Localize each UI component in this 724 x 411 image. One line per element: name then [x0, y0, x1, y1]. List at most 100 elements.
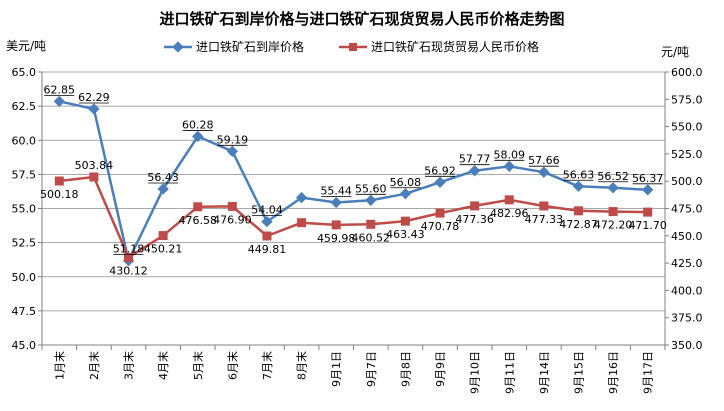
data-point: [573, 206, 583, 216]
series-line-2: [59, 175, 648, 259]
x-axis-tick-label: 8月末: [295, 351, 309, 380]
data-label: 58.09: [494, 148, 526, 161]
right-axis-tick-label: 575.0: [671, 93, 703, 106]
left-axis-tick-label: 52.5: [12, 237, 37, 250]
data-point: [366, 219, 376, 229]
legend-label-series-1: 进口铁矿石到岸价格: [196, 39, 304, 54]
data-point: [192, 130, 204, 143]
data-point: [262, 231, 272, 241]
x-axis-tick-label: 5月末: [191, 351, 205, 380]
data-label: 449.81: [248, 243, 287, 256]
axis-layer: 45.0 47.5 50.0 52.5 55.0 57.5 60.0 62.5 65.0 350.…: [12, 66, 703, 394]
left-axis-tick-label: 57.5: [12, 168, 37, 181]
x-axis-tick-label: 9月11日: [503, 351, 516, 394]
x-axis-tick-label: 9月17日: [642, 351, 655, 394]
left-axis-tick-label: 55.0: [12, 203, 37, 216]
legend-marker-series-2: [349, 43, 357, 51]
data-point: [297, 218, 307, 228]
x-axis-tick-label: 9月1日: [330, 351, 343, 387]
data-label: 51.18: [113, 243, 145, 256]
data-point: [295, 191, 308, 204]
data-point: [193, 202, 203, 212]
data-label: 482.96: [490, 207, 529, 220]
series-line-1: [59, 100, 648, 262]
data-label: 471.70: [628, 219, 667, 232]
right-axis-tick-label: 400.0: [671, 284, 703, 297]
right-axis-tick-label: 450.0: [671, 230, 703, 243]
right-axis-tick-label: 350.0: [671, 339, 703, 352]
data-label: 500.18: [40, 188, 79, 201]
data-label: 477.33: [525, 213, 564, 226]
data-label: 56.43: [147, 171, 179, 184]
data-point: [53, 95, 65, 108]
data-label: 56.52: [597, 170, 629, 183]
data-point: [331, 220, 341, 230]
data-label: 55.44: [320, 184, 352, 197]
left-axis-tick-label: 47.5: [12, 305, 37, 318]
data-label: 55.60: [355, 182, 387, 195]
data-point: [434, 176, 446, 188]
x-axis-tick-label: 2月末: [87, 351, 101, 380]
data-label: 62.29: [78, 91, 110, 104]
left-axis-tick-label: 62.5: [12, 100, 37, 113]
x-axis-tick-label: 3月末: [122, 351, 136, 380]
data-label: 59.19: [217, 133, 249, 146]
x-axis-tick-label: 9月8日: [399, 351, 412, 387]
data-label: 476.58: [179, 214, 218, 227]
x-axis-tick-label: 9月16日: [607, 351, 620, 394]
x-axis-tick-label: 7月末: [260, 351, 274, 380]
data-point: [539, 201, 549, 211]
left-axis-tick-label: 60.0: [12, 134, 37, 147]
data-label: 476.90: [213, 213, 252, 226]
data-point: [504, 195, 514, 205]
data-point: [642, 184, 654, 196]
data-label: 57.77: [459, 153, 491, 166]
data-label: 460.52: [352, 231, 391, 244]
x-axis-tick-label: 4月末: [156, 351, 170, 380]
right-axis-tick-label: 525.0: [671, 148, 703, 161]
data-label: 56.37: [632, 172, 664, 185]
x-axis-tick-label: 1月末: [52, 351, 66, 380]
left-axis-tick-label: 45.0: [12, 339, 37, 352]
data-label: 57.66: [528, 154, 560, 167]
data-point: [608, 207, 618, 217]
right-axis-unit: 元/吨: [661, 45, 689, 59]
data-point: [365, 194, 377, 206]
data-point: [261, 215, 273, 228]
x-axis-tick-label: 9月14日: [538, 351, 551, 394]
x-axis-tick-label: 9月9日: [434, 351, 447, 387]
data-label: 56.08: [390, 176, 422, 189]
data-point: [330, 196, 342, 209]
data-point: [538, 166, 550, 178]
data-point: [124, 253, 134, 263]
data-label: 54.04: [251, 204, 283, 217]
data-label: 472.87: [559, 218, 598, 231]
data-label: 459.98: [317, 232, 356, 245]
x-axis-tick-label: 9月10日: [469, 351, 482, 394]
data-point: [158, 231, 168, 241]
left-axis-tick-label: 50.0: [12, 271, 37, 284]
data-point: [399, 188, 412, 200]
data-label: 472.20: [594, 219, 633, 232]
left-axis-unit: 美元/吨: [6, 39, 46, 53]
data-point: [157, 183, 169, 195]
data-point: [400, 216, 410, 226]
data-label: 62.85: [44, 83, 76, 96]
data-point: [503, 160, 515, 172]
data-label: 470.78: [421, 220, 460, 233]
data-point: [435, 208, 445, 218]
data-label: 503.84: [75, 159, 114, 172]
data-point: [54, 176, 64, 186]
data-point: [88, 103, 100, 115]
data-label: 450.21: [144, 243, 183, 256]
right-axis-tick-label: 425.0: [671, 257, 703, 270]
data-point: [572, 180, 585, 192]
x-axis-tick-label: 9月7日: [365, 351, 378, 387]
data-point: [226, 145, 239, 157]
data-point: [470, 201, 480, 211]
right-axis-tick-label: 600.0: [671, 66, 703, 79]
left-axis-tick-label: 65.0: [12, 66, 37, 79]
data-point: [468, 165, 481, 177]
